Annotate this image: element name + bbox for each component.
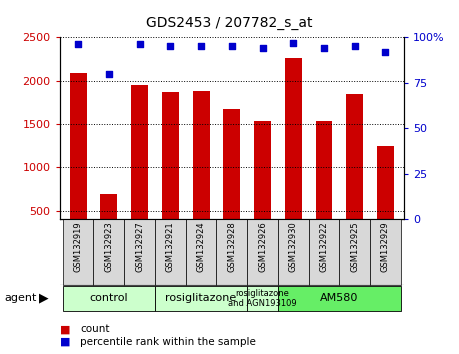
Text: AM580: AM580 — [320, 293, 358, 303]
Text: GSM132924: GSM132924 — [196, 222, 206, 272]
Text: GSM132927: GSM132927 — [135, 222, 144, 272]
FancyBboxPatch shape — [124, 219, 155, 285]
Bar — [224, 109, 240, 254]
Bar — [254, 120, 271, 254]
Point — [74, 42, 82, 47]
Point — [320, 45, 328, 51]
Bar — [101, 194, 118, 254]
Text: percentile rank within the sample: percentile rank within the sample — [80, 337, 256, 347]
FancyBboxPatch shape — [155, 285, 247, 311]
Text: ■: ■ — [60, 337, 70, 347]
Text: GSM132919: GSM132919 — [73, 222, 83, 272]
FancyBboxPatch shape — [278, 219, 308, 285]
FancyBboxPatch shape — [63, 219, 94, 285]
Bar — [377, 146, 394, 254]
Bar — [315, 120, 332, 254]
Point — [228, 44, 235, 49]
FancyBboxPatch shape — [370, 219, 401, 285]
FancyBboxPatch shape — [247, 219, 278, 285]
Text: agent: agent — [5, 293, 37, 303]
Text: ▶: ▶ — [39, 292, 49, 305]
FancyBboxPatch shape — [308, 219, 339, 285]
Text: control: control — [90, 293, 128, 303]
Point — [259, 45, 266, 51]
Point — [382, 49, 389, 55]
FancyBboxPatch shape — [339, 219, 370, 285]
Bar — [346, 93, 363, 254]
Text: GSM132922: GSM132922 — [319, 222, 329, 272]
FancyBboxPatch shape — [247, 285, 278, 311]
Bar — [70, 73, 87, 254]
Point — [136, 42, 143, 47]
Text: GDS2453 / 207782_s_at: GDS2453 / 207782_s_at — [146, 16, 313, 30]
Text: rosiglitazone
and AGN193109: rosiglitazone and AGN193109 — [228, 289, 297, 308]
Text: GSM132928: GSM132928 — [227, 222, 236, 272]
FancyBboxPatch shape — [63, 285, 155, 311]
Text: GSM132929: GSM132929 — [381, 222, 390, 272]
Point — [351, 44, 358, 49]
Bar — [162, 92, 179, 254]
Bar — [193, 91, 209, 254]
Text: rosiglitazone: rosiglitazone — [165, 293, 237, 303]
Text: GSM132930: GSM132930 — [289, 222, 298, 272]
Bar — [285, 58, 302, 254]
Text: GSM132921: GSM132921 — [166, 222, 175, 272]
Text: ■: ■ — [60, 324, 70, 334]
Point — [290, 40, 297, 45]
Point — [105, 71, 112, 76]
Text: count: count — [80, 324, 110, 334]
Text: GSM132926: GSM132926 — [258, 222, 267, 272]
Bar — [131, 85, 148, 254]
FancyBboxPatch shape — [278, 285, 401, 311]
FancyBboxPatch shape — [94, 219, 124, 285]
Text: GSM132923: GSM132923 — [104, 222, 113, 272]
Point — [167, 44, 174, 49]
FancyBboxPatch shape — [186, 219, 217, 285]
FancyBboxPatch shape — [217, 219, 247, 285]
Point — [197, 44, 205, 49]
FancyBboxPatch shape — [155, 219, 186, 285]
Text: GSM132925: GSM132925 — [350, 222, 359, 272]
